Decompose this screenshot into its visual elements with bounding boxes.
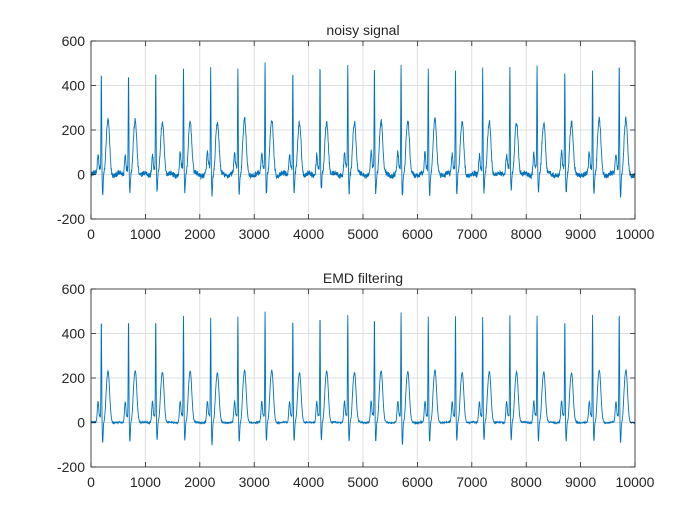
signal-line xyxy=(91,62,635,198)
chart-title: noisy signal xyxy=(326,22,399,38)
x-tick-label: 6000 xyxy=(402,474,433,490)
x-tick-label: 3000 xyxy=(239,474,270,490)
x-tick-label: 1000 xyxy=(130,474,161,490)
y-tick-label: 600 xyxy=(62,33,86,49)
y-tick-label: 400 xyxy=(62,326,86,342)
x-tick-label: 8000 xyxy=(511,474,542,490)
x-tick-label: 0 xyxy=(87,474,95,490)
y-tick-label: -200 xyxy=(57,211,85,227)
x-tick-label: 7000 xyxy=(456,226,487,242)
x-tick-label: 10000 xyxy=(616,474,655,490)
x-tick-label: 9000 xyxy=(565,226,596,242)
y-tick-label: 200 xyxy=(62,370,86,386)
x-tick-label: 2000 xyxy=(184,226,215,242)
x-tick-label: 6000 xyxy=(402,226,433,242)
y-tick-label: 0 xyxy=(77,167,85,183)
x-tick-label: 7000 xyxy=(456,474,487,490)
y-tick-label: 200 xyxy=(62,122,86,138)
y-tick-label: 0 xyxy=(77,415,85,431)
chart-title: EMD filtering xyxy=(323,270,403,286)
x-tick-label: 9000 xyxy=(565,474,596,490)
x-tick-label: 10000 xyxy=(616,226,655,242)
x-tick-label: 1000 xyxy=(130,226,161,242)
x-tick-label: 5000 xyxy=(347,474,378,490)
y-tick-label: 400 xyxy=(62,78,86,94)
x-tick-label: 5000 xyxy=(347,226,378,242)
y-tick-label: 600 xyxy=(62,281,86,297)
x-tick-label: 4000 xyxy=(293,226,324,242)
y-tick-label: -200 xyxy=(57,459,85,475)
x-tick-label: 4000 xyxy=(293,474,324,490)
x-tick-label: 8000 xyxy=(511,226,542,242)
axes-noisy-signal: 0 1000 2000 3000 4000 5000 6000 7000 8000 9000 100… xyxy=(57,22,655,242)
x-tick-label: 2000 xyxy=(184,474,215,490)
signal-line xyxy=(91,311,635,446)
x-tick-label: 3000 xyxy=(239,226,270,242)
x-tick-label: 0 xyxy=(87,226,95,242)
axes-emd-filtering: 0 1000 2000 3000 4000 5000 6000 7000 8000 9000 100… xyxy=(57,270,655,490)
